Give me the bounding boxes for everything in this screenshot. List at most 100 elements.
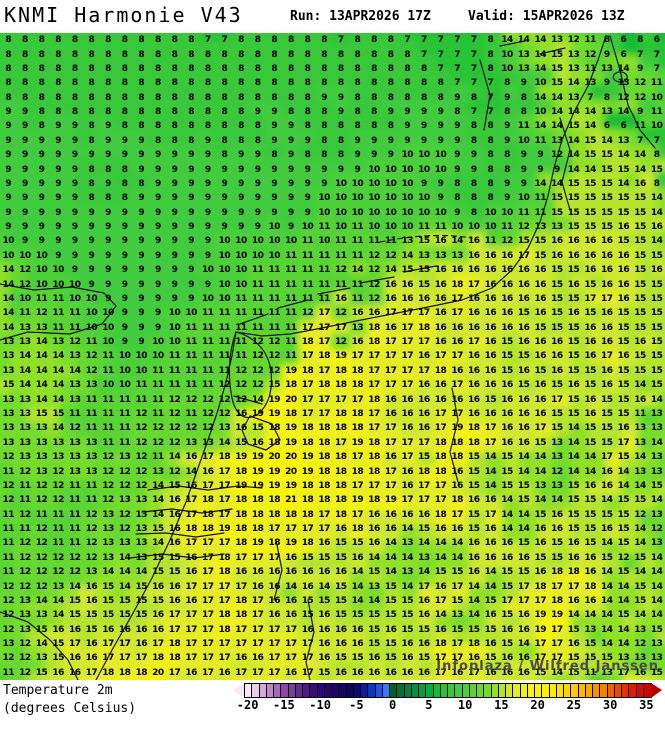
field-cell [587, 584, 605, 600]
field-cell [213, 393, 231, 409]
temperature-value: 15 [384, 595, 397, 606]
field-cell [145, 584, 163, 600]
field-cell [298, 334, 316, 350]
temperature-value: 14 [567, 466, 580, 477]
temperature-value: 15 [401, 624, 414, 635]
temperature-value: 13 [202, 437, 214, 448]
field-cell [43, 363, 61, 379]
field-cell [94, 113, 112, 129]
field-cell [383, 187, 401, 202]
temperature-value: 16 [434, 394, 447, 405]
field-cell [451, 157, 469, 173]
field-cell [332, 555, 350, 571]
field-cell [417, 319, 435, 335]
temperature-value: 8 [238, 92, 244, 103]
field-cell [26, 231, 44, 246]
temperature-value: 11 [285, 265, 297, 276]
temperature-value: 14 [19, 351, 31, 362]
field-cell [230, 187, 248, 202]
temperature-value: 14 [2, 279, 15, 290]
temperature-value: 16 [168, 581, 181, 592]
temperature-value: 15 [335, 538, 347, 549]
temperature-value: 16 [434, 308, 447, 319]
temperature-value: 8 [254, 78, 261, 89]
field-cell [281, 304, 299, 320]
field-cell [94, 481, 112, 497]
field-cell [281, 260, 299, 276]
temperature-value: 13 [102, 509, 114, 520]
field-cell [315, 378, 333, 394]
temperature-value: 17 [202, 610, 214, 621]
temperature-value: 14 [517, 466, 530, 477]
temperature-value: 17 [384, 351, 397, 362]
field-cell [485, 555, 503, 571]
temperature-value: 15 [368, 624, 380, 635]
temperature-value: 15 [534, 365, 547, 376]
field-cell [468, 452, 486, 467]
temperature-value: 9 [55, 121, 62, 132]
temperature-value: 9 [337, 92, 344, 103]
temperature-value: 8 [271, 63, 278, 74]
temperature-value: 8 [404, 78, 411, 89]
temperature-value: 15 [567, 524, 580, 535]
field-cell [553, 673, 571, 680]
temperature-value: 17 [601, 293, 613, 304]
temperature-value: 8 [121, 63, 128, 74]
temperature-value: 19 [235, 452, 247, 463]
temperature-value: 16 [318, 538, 330, 549]
temperature-value: 15 [501, 610, 513, 621]
temperature-value: 14 [118, 581, 131, 592]
field-cell [621, 349, 639, 364]
temperature-value: 10 [152, 337, 164, 348]
temperature-value: 17 [235, 624, 247, 635]
temperature-value: 11 [251, 322, 264, 333]
temperature-value: 8 [188, 135, 195, 146]
field-cell [349, 69, 367, 84]
field-cell [587, 452, 605, 467]
field-cell [145, 599, 163, 615]
temperature-value: 9 [171, 150, 178, 161]
field-cell [43, 555, 61, 571]
temperature-value: 16 [401, 279, 414, 290]
temperature-value: 8 [387, 35, 394, 46]
field-cell [655, 172, 665, 188]
field-cell [502, 555, 520, 571]
temperature-value: 12 [52, 552, 64, 563]
temperature-value: 14 [534, 178, 547, 189]
field-cell [502, 201, 520, 217]
temperature-value: 16 [551, 524, 563, 535]
field-cell [298, 69, 316, 84]
field-cell [145, 128, 163, 143]
field-cell [332, 275, 350, 291]
temperature-value: 17 [434, 653, 447, 664]
field-cell [264, 216, 282, 232]
temperature-value: 17 [468, 337, 480, 348]
zeeland-delta [147, 485, 263, 491]
field-cell [434, 614, 452, 630]
temperature-value: 17 [318, 394, 330, 405]
colorbar-tick-label: -20 [236, 698, 259, 712]
field-cell [60, 540, 78, 556]
field-cell [162, 290, 180, 305]
field-cell [519, 216, 537, 232]
temperature-value: 11 [19, 524, 31, 535]
legend-label-line2: (degrees Celsius) [3, 701, 137, 716]
field-cell [383, 260, 401, 276]
temperature-value: 17 [318, 322, 330, 333]
field-cell [60, 128, 78, 143]
field-cell [655, 319, 665, 335]
field-cell [485, 540, 503, 556]
field-cell [468, 201, 486, 217]
temperature-value: 9 [105, 293, 111, 304]
field-cell [332, 290, 350, 305]
temperature-value: 13 [19, 409, 31, 419]
field-cell [451, 511, 469, 526]
temperature-value: 12 [368, 265, 380, 276]
temperature-value: 12 [235, 394, 247, 405]
field-cell [417, 673, 435, 680]
field-cell [247, 511, 265, 526]
field-cell [298, 83, 316, 99]
field-cell [553, 290, 571, 305]
field-cell [281, 496, 299, 512]
field-cell [213, 673, 231, 680]
